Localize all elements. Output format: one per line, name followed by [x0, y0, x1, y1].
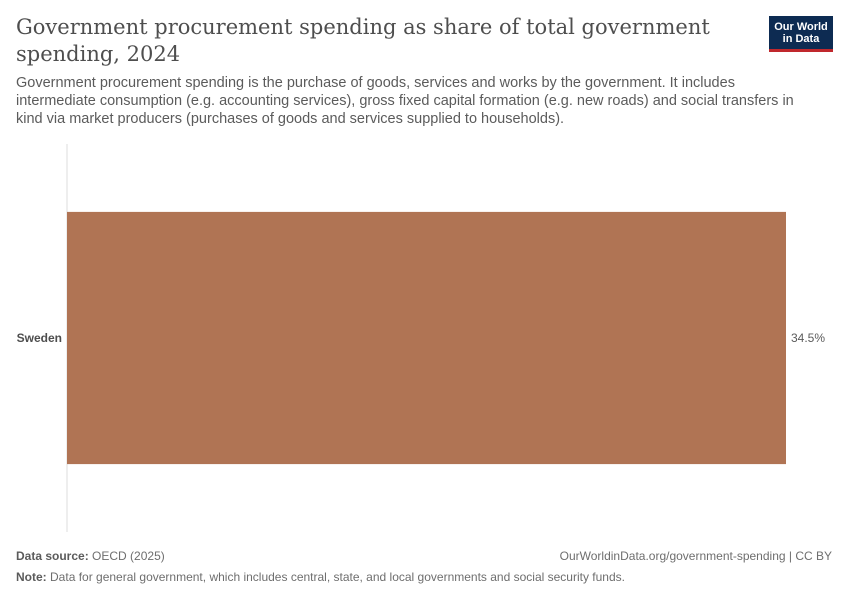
logo-line-2: in Data	[782, 33, 820, 45]
value-label: 34.5%	[791, 331, 825, 345]
note-value: Data for general government, which inclu…	[50, 570, 625, 584]
data-source-value[interactable]: OECD (2025)	[92, 549, 165, 563]
source-url[interactable]: OurWorldinData.org/government-spending |…	[559, 549, 832, 563]
data-source: Data source: OECD (2025)	[16, 549, 165, 563]
bar-sweden[interactable]	[67, 211, 786, 465]
owid-logo[interactable]: Our World in Data	[769, 16, 833, 52]
chart-subtitle: Government procurement spending is the p…	[16, 75, 794, 127]
chart-title: Government procurement spending as share…	[16, 15, 710, 66]
bar-chart: Sweden 34.5%	[17, 144, 825, 532]
chart-note: Note: Data for general government, which…	[16, 570, 625, 584]
data-source-label: Data source:	[16, 549, 89, 563]
logo-line-1: Our World	[774, 21, 828, 33]
note-label: Note:	[16, 570, 47, 584]
bars-group: Sweden 34.5%	[17, 211, 825, 465]
category-label: Sweden	[17, 331, 62, 345]
